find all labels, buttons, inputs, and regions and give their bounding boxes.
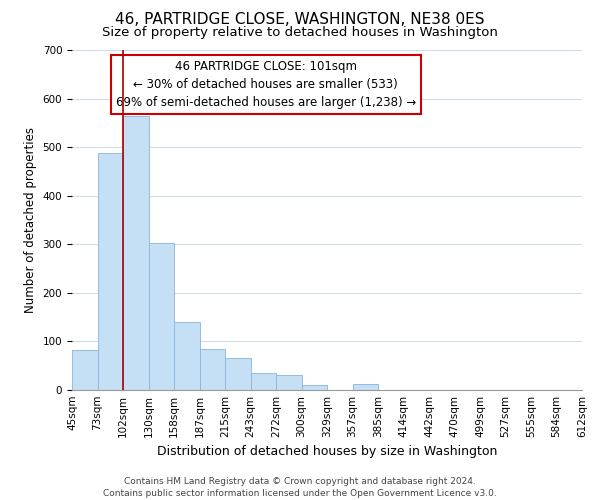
Text: 46, PARTRIDGE CLOSE, WASHINGTON, NE38 0ES: 46, PARTRIDGE CLOSE, WASHINGTON, NE38 0E… (115, 12, 485, 28)
Bar (251, 373, 276, 390)
Bar (72, 350, 97, 390)
Bar (97, 154, 123, 390)
Bar (353, 384, 378, 390)
Bar (174, 322, 199, 390)
Y-axis label: Number of detached properties: Number of detached properties (24, 127, 37, 313)
Text: 46 PARTRIDGE CLOSE: 101sqm
← 30% of detached houses are smaller (533)
69% of sem: 46 PARTRIDGE CLOSE: 101sqm ← 30% of deta… (116, 60, 416, 109)
Bar (276, 376, 302, 390)
Bar (302, 385, 327, 390)
Text: Size of property relative to detached houses in Washington: Size of property relative to detached ho… (102, 26, 498, 39)
X-axis label: Distribution of detached houses by size in Washington: Distribution of detached houses by size … (157, 446, 497, 458)
Bar (199, 348, 225, 390)
Text: Contains HM Land Registry data © Crown copyright and database right 2024.
Contai: Contains HM Land Registry data © Crown c… (103, 476, 497, 498)
Bar (123, 116, 149, 390)
Bar (149, 244, 174, 390)
Bar (225, 358, 251, 390)
